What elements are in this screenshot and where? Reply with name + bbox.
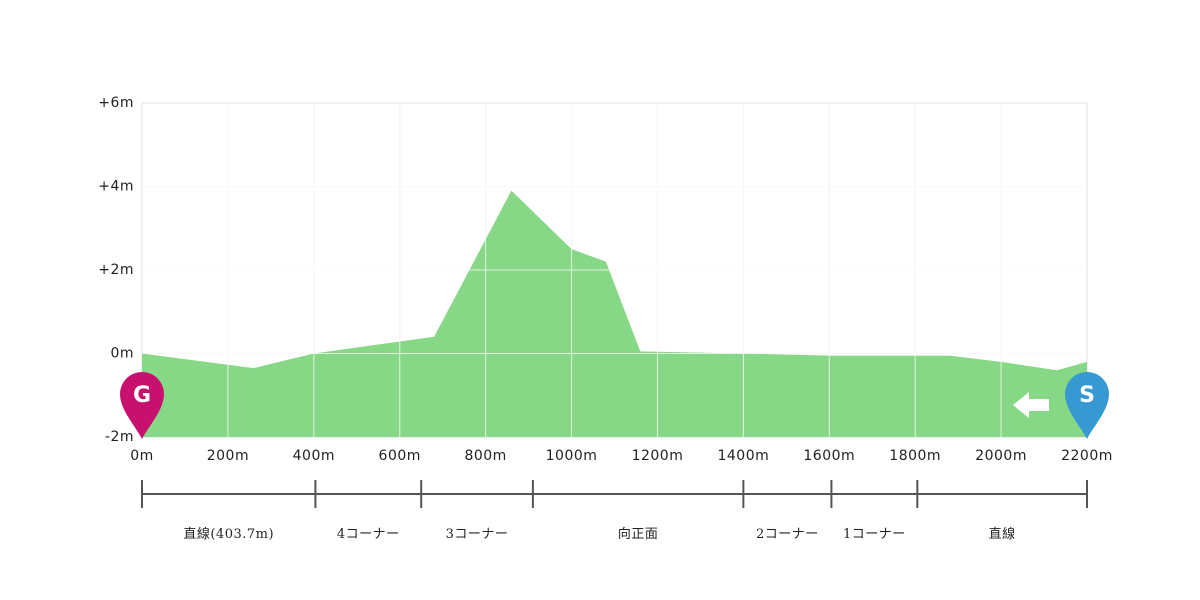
y-tick-label: -2m xyxy=(105,429,134,445)
x-tick-label: 1800m xyxy=(889,448,941,464)
x-tick-label: 1400m xyxy=(717,448,769,464)
section-label: 直線 xyxy=(989,526,1016,542)
x-tick-label: 2000m xyxy=(975,448,1027,464)
x-axis-labels: 0m 200m 400m 600m 800m 1000m 1200m 1400m 1600m 18… xyxy=(130,448,1113,464)
section-label: 3コーナー xyxy=(446,527,509,542)
y-tick-label: +2m xyxy=(98,262,134,278)
x-tick-label: 2200m xyxy=(1061,448,1113,464)
x-tick-label: 800m xyxy=(464,448,506,464)
goal-marker-shape xyxy=(120,372,164,439)
x-tick-label: 1200m xyxy=(632,448,684,464)
section-label: 向正面 xyxy=(618,526,659,542)
x-tick-label: 400m xyxy=(293,448,335,464)
arrow-left-icon xyxy=(1013,392,1049,418)
goal-marker: G xyxy=(120,372,164,439)
y-tick-label: 0m xyxy=(110,346,134,362)
y-tick-label: +4m xyxy=(98,179,134,195)
section-label: 2コーナー xyxy=(756,527,819,542)
x-tick-label: 1000m xyxy=(546,448,598,464)
grid-overlay xyxy=(142,103,1087,437)
section-label: 4コーナー xyxy=(337,527,400,542)
goal-marker-label: G xyxy=(133,383,151,408)
section-label: 1コーナー xyxy=(843,527,906,542)
course-sections: 直線(403.7m) 4コーナー 3コーナー 向正面 2コーナー 1コーナー 直線 xyxy=(141,480,1088,542)
start-marker-label: S xyxy=(1079,383,1095,408)
y-tick-label: +6m xyxy=(98,95,134,111)
x-tick-label: 200m xyxy=(207,448,249,464)
section-label: 直線(403.7m) xyxy=(183,526,274,542)
x-tick-label: 0m xyxy=(130,448,154,464)
x-tick-label: 600m xyxy=(379,448,421,464)
x-tick-label: 1600m xyxy=(803,448,855,464)
start-marker: S xyxy=(1065,372,1109,439)
start-marker-shape xyxy=(1065,372,1109,439)
elevation-area xyxy=(142,190,1087,437)
y-axis-labels: -2m 0m +2m +4m +6m xyxy=(98,95,134,445)
